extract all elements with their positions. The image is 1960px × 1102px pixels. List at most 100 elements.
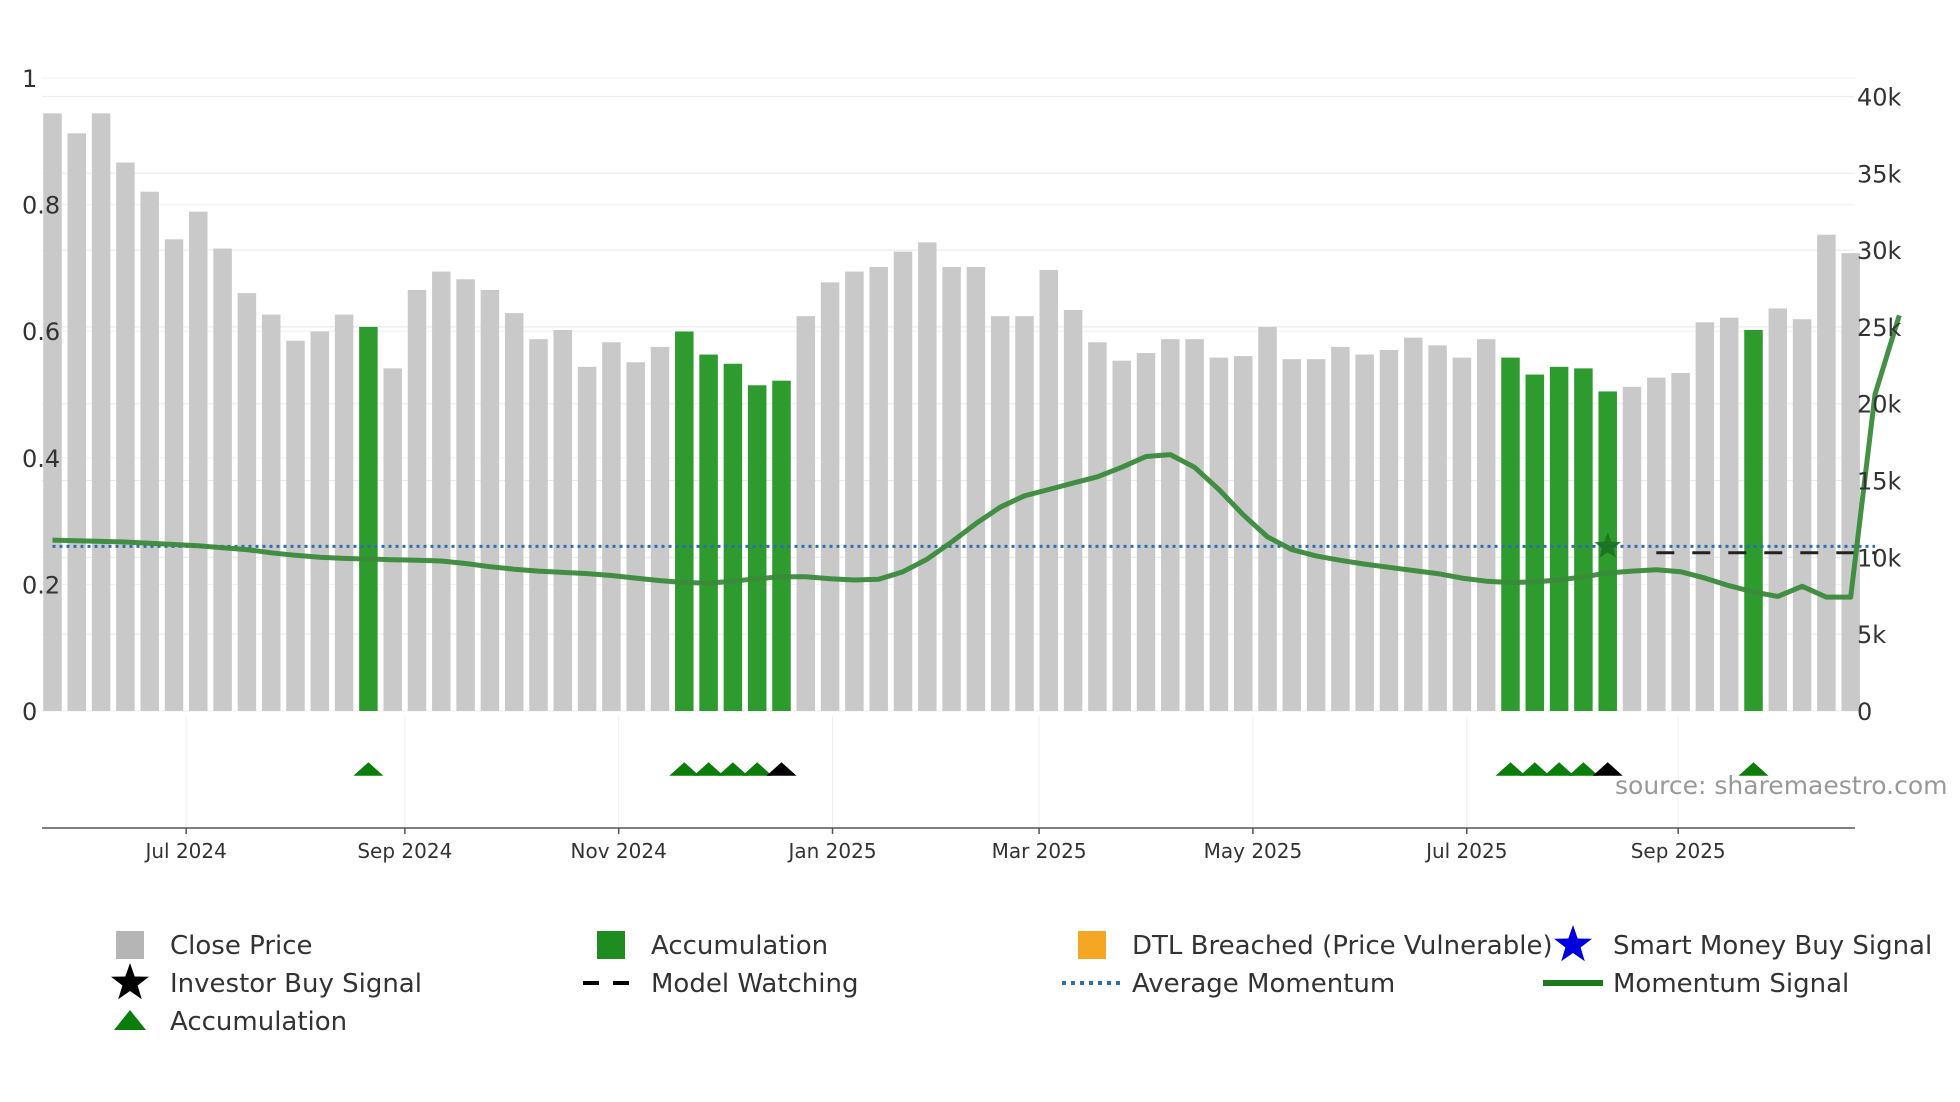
right-tick-label: 40k <box>1857 83 1902 111</box>
accumulation-bar <box>1501 357 1520 711</box>
close-price-bar <box>626 362 645 711</box>
momentum-signal-line <box>52 314 1902 600</box>
close-price-bar <box>1452 357 1472 711</box>
close-price-bar <box>1136 353 1156 711</box>
legend-label: Smart Money Buy Signal <box>1613 931 1932 961</box>
close-price-bar <box>845 271 864 711</box>
close-price-bar <box>116 162 135 711</box>
close-price-bar <box>869 266 888 711</box>
close-price-bar <box>1671 372 1690 711</box>
close-price-bar <box>918 242 937 711</box>
legend-label: Average Momentum <box>1132 969 1395 999</box>
close-price-bar <box>602 342 621 711</box>
accumulation-triangle <box>1568 762 1599 776</box>
close-price-bar <box>577 366 597 711</box>
legend-star-icon <box>1554 925 1592 962</box>
legend-square-icon <box>597 931 625 959</box>
close-price-bar <box>1622 386 1642 711</box>
close-price-bar <box>1817 234 1836 711</box>
right-tick-label: 15k <box>1857 468 1902 496</box>
right-tick-label: 5k <box>1857 621 1886 649</box>
right-tick-label: 25k <box>1857 314 1902 342</box>
close-price-bar <box>1768 308 1788 711</box>
close-price-bar <box>164 239 184 711</box>
accumulation-triangle <box>353 762 384 776</box>
close-price-bar <box>407 290 427 711</box>
close-price-bar <box>1063 309 1083 711</box>
legend-label: Investor Buy Signal <box>170 969 422 999</box>
close-price-bar <box>990 316 1010 711</box>
accumulation-bar <box>747 385 767 711</box>
source-watermark: source: sharemaestro.com <box>1615 771 1948 800</box>
accumulation-triangle <box>1738 762 1769 776</box>
close-price-bar <box>1112 360 1131 711</box>
smart-money-buy-signal-star <box>1594 532 1621 558</box>
legend: Close Price Accumulation DTL Breached (Pri… <box>111 925 1932 1037</box>
price-bars <box>43 113 1860 712</box>
accumulation-triangle <box>1519 762 1550 776</box>
close-price-bar <box>1209 357 1229 711</box>
legend-square-icon <box>116 931 144 959</box>
x-tick-label: Sep 2025 <box>1631 839 1726 863</box>
close-price-bar <box>1306 359 1326 711</box>
close-price-bar <box>1282 359 1302 711</box>
left-tick-label: 0 <box>22 698 37 726</box>
legend-label: Accumulation <box>170 1007 347 1037</box>
close-price-bar <box>1355 354 1374 711</box>
close-price-bar <box>67 133 87 712</box>
accumulation-triangle <box>669 762 700 776</box>
close-price-bar <box>261 314 281 711</box>
x-tick-label: Mar 2025 <box>992 839 1087 863</box>
close-price-bar <box>480 290 500 711</box>
close-price-bar <box>310 331 330 711</box>
accumulation-bar <box>723 363 743 711</box>
close-price-bar <box>189 211 208 711</box>
close-price-bar <box>1476 339 1496 711</box>
close-price-bar <box>1233 356 1253 711</box>
close-price-bar <box>1404 337 1423 711</box>
close-price-bar <box>1647 377 1666 711</box>
accumulation-triangle <box>693 762 724 776</box>
axes: Jul 2024 Sep 2024 Nov 2024 Jan 2025 Mar 2025… <box>22 65 1902 863</box>
right-tick-label: 35k <box>1857 160 1902 188</box>
close-price-bar <box>553 329 573 711</box>
accumulation-bar <box>359 326 378 711</box>
legend-label: Accumulation <box>651 931 828 961</box>
legend-square-icon <box>1078 931 1106 959</box>
left-tick-label: 0.4 <box>22 445 60 473</box>
accumulation-bar <box>1525 374 1545 711</box>
x-tick-label: Jul 2024 <box>143 839 226 863</box>
legend-triangle-icon <box>114 1010 146 1030</box>
close-price-bar <box>456 279 475 711</box>
close-price-bar <box>43 113 62 711</box>
close-price-bar <box>1258 326 1277 711</box>
legend-star-icon <box>111 963 149 1000</box>
right-tick-label: 0 <box>1857 698 1872 726</box>
right-tick-label: 10k <box>1857 544 1902 572</box>
close-price-bar <box>1719 317 1739 711</box>
close-price-bar <box>1088 342 1107 711</box>
close-price-bar <box>1015 316 1034 711</box>
close-price-bar <box>1792 319 1812 711</box>
close-price-bar <box>213 248 232 711</box>
accumulation-triangle <box>1544 762 1575 776</box>
x-tick-label: Sep 2024 <box>357 839 452 863</box>
legend-label: DTL Breached (Price Vulnerable) <box>1132 931 1553 961</box>
right-tick-label: 30k <box>1857 237 1902 265</box>
close-price-bar <box>893 251 913 711</box>
legend-label: Model Watching <box>651 969 858 999</box>
investor-buy-triangle <box>766 762 797 776</box>
close-price-bar <box>1379 349 1399 711</box>
left-tick-label: 0.8 <box>22 192 60 220</box>
left-tick-label: 1 <box>22 65 37 93</box>
momentum-lines <box>52 314 1902 600</box>
close-price-bar <box>432 271 451 711</box>
close-price-bar <box>286 340 305 711</box>
close-price-bar <box>237 293 257 711</box>
close-price-bar <box>966 266 986 711</box>
accumulation-triangle <box>1495 762 1526 776</box>
investor-buy-triangle <box>1592 762 1623 776</box>
close-price-bar <box>334 314 354 711</box>
left-tick-label: 0.2 <box>22 571 60 599</box>
